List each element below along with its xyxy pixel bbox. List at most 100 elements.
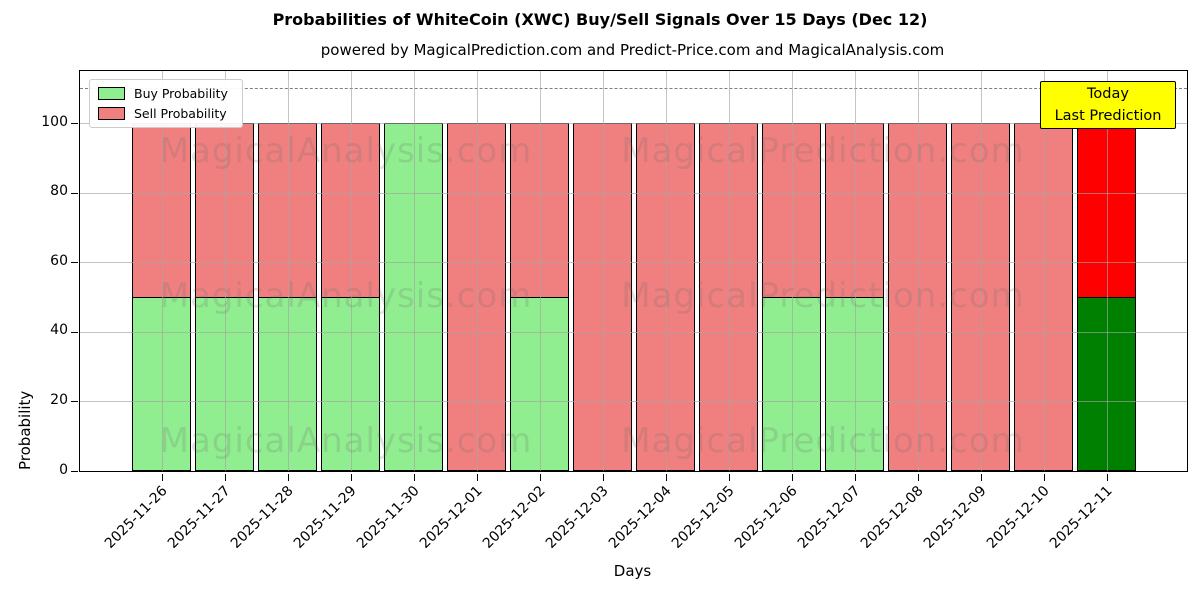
- x-tick-label-2025-12-11: 2025-12-11: [1046, 483, 1116, 552]
- bar-buy-segment-2025-12-07: [826, 296, 883, 470]
- y-axis-label: Probability: [16, 390, 34, 470]
- bar-2025-12-05: [699, 123, 758, 471]
- x-tick-2025-12-04: [665, 474, 667, 481]
- bar-buy-segment-2025-12-11: [1078, 296, 1135, 470]
- bar-2025-11-28: [258, 123, 317, 471]
- v-gridline-2025-12-09: [980, 71, 982, 471]
- watermark-text: MagicalPrediction.com: [621, 276, 1025, 316]
- sell-swatch: [98, 107, 125, 120]
- bar-2025-12-08: [888, 123, 947, 471]
- bars-layer: [80, 71, 1187, 471]
- x-tick-2025-12-05: [728, 474, 730, 481]
- v-gridline-2025-12-06: [791, 71, 793, 471]
- x-tick-2025-12-08: [917, 474, 919, 481]
- x-tick-2025-12-02: [539, 474, 541, 481]
- today-annotation: Today Last Prediction: [1040, 81, 1176, 129]
- h-gridline-100: [80, 123, 1187, 125]
- x-tick-label-2025-12-01: 2025-12-01: [416, 483, 486, 552]
- y-tick-40: [71, 331, 78, 333]
- x-axis-label: Days: [613, 562, 652, 580]
- legend-buy-label: Buy Probability: [134, 86, 228, 101]
- bar-2025-12-11: [1077, 123, 1136, 471]
- x-tick-label-2025-12-05: 2025-12-05: [668, 483, 738, 552]
- legend-item-buy: Buy Probability: [98, 86, 228, 101]
- y-tick-label-80: 80: [50, 183, 68, 200]
- bar-2025-12-02: [510, 123, 569, 471]
- bar-buy-segment-2025-12-06: [763, 296, 820, 470]
- v-gridline-2025-12-07: [854, 71, 856, 471]
- v-gridline-2025-12-05: [728, 71, 730, 471]
- bar-buy-segment-2025-11-29: [322, 296, 379, 470]
- bar-buy-segment-2025-12-02: [511, 296, 568, 470]
- y-tick-label-40: 40: [50, 322, 68, 339]
- y-tick-20: [71, 401, 78, 403]
- today-annotation-line2: Last Prediction: [1054, 108, 1162, 124]
- v-gridline-2025-11-30: [413, 71, 415, 471]
- watermark-text: MagicalPrediction.com: [621, 131, 1025, 171]
- y-tick-label-20: 20: [50, 391, 68, 408]
- h-gridline-60: [80, 262, 1187, 264]
- plot-area: MagicalAnalysis.com MagicalPrediction.com…: [41, 70, 1188, 552]
- watermark-text: MagicalAnalysis.com: [159, 131, 533, 171]
- y-tick-80: [71, 192, 78, 194]
- x-tick-label-2025-12-04: 2025-12-04: [605, 483, 675, 552]
- bar-2025-11-26: [132, 123, 191, 471]
- x-tick-2025-12-01: [476, 474, 478, 481]
- bar-2025-12-07: [825, 123, 884, 471]
- bar-2025-12-04: [636, 123, 695, 471]
- x-tick-label-2025-11-30: 2025-11-30: [353, 483, 423, 552]
- x-tick-label-2025-12-07: 2025-12-07: [794, 483, 864, 552]
- v-gridline-2025-12-02: [539, 71, 541, 471]
- legend-sell-label: Sell Probability: [134, 106, 227, 121]
- watermark-text: MagicalAnalysis.com: [159, 421, 533, 461]
- grid-layer: [80, 71, 1187, 471]
- x-tick-2025-12-03: [602, 474, 604, 481]
- y-tick-label-100: 100: [41, 113, 68, 130]
- x-tick-2025-11-26: [161, 474, 163, 481]
- threshold-dashed-line: [80, 88, 1187, 90]
- x-tick-2025-12-09: [980, 474, 982, 481]
- x-tick-2025-11-30: [413, 474, 415, 481]
- x-tick-2025-12-11: [1106, 474, 1108, 481]
- legend: Buy Probability Sell Probability: [89, 79, 243, 128]
- v-gridline-2025-11-26: [161, 71, 163, 471]
- x-tick-2025-12-06: [791, 474, 793, 481]
- h-gridline-40: [80, 331, 1187, 333]
- x-tick-2025-11-28: [287, 474, 289, 481]
- v-gridline-2025-12-08: [917, 71, 919, 471]
- v-gridline-2025-12-04: [665, 71, 667, 471]
- chart-subtitle: powered by MagicalPrediction.com and Pre…: [320, 41, 945, 59]
- x-tick-2025-11-27: [224, 474, 226, 481]
- v-gridline-2025-12-03: [602, 71, 604, 471]
- v-gridline-2025-11-29: [350, 71, 352, 471]
- bar-2025-12-06: [762, 123, 821, 471]
- chart-title: Probabilities of WhiteCoin (XWC) Buy/Sel…: [272, 10, 928, 29]
- watermark-text: MagicalAnalysis.com: [159, 276, 533, 316]
- watermark-layer: MagicalAnalysis.com MagicalPrediction.com…: [80, 71, 1187, 471]
- bar-2025-12-10: [1014, 123, 1073, 471]
- x-tick-2025-11-29: [350, 474, 352, 481]
- x-tick-label-2025-11-26: 2025-11-26: [101, 483, 171, 552]
- x-tick-label-2025-12-06: 2025-12-06: [731, 483, 801, 552]
- v-gridline-2025-11-28: [287, 71, 289, 471]
- bar-buy-segment-2025-11-28: [259, 296, 316, 470]
- x-tick-label-2025-12-08: 2025-12-08: [857, 483, 927, 552]
- buy-swatch: [98, 87, 125, 100]
- bar-2025-11-27: [195, 123, 254, 471]
- y-tick-60: [71, 262, 78, 264]
- bar-2025-12-03: [573, 123, 632, 471]
- x-tick-2025-12-07: [854, 474, 856, 481]
- y-tick-label-0: 0: [59, 461, 68, 478]
- bar-2025-12-09: [951, 123, 1010, 471]
- bar-2025-11-30: [384, 123, 443, 471]
- v-gridline-2025-12-01: [476, 71, 478, 471]
- x-tick-label-2025-12-09: 2025-12-09: [920, 483, 990, 552]
- x-tick-label-2025-12-02: 2025-12-02: [479, 483, 549, 552]
- x-tick-label-2025-12-03: 2025-12-03: [542, 483, 612, 552]
- x-tick-label-2025-11-29: 2025-11-29: [290, 483, 360, 552]
- today-annotation-line1: Today: [1087, 86, 1129, 102]
- legend-item-sell: Sell Probability: [98, 106, 228, 121]
- y-tick-label-60: 60: [50, 252, 68, 269]
- h-gridline-80: [80, 192, 1187, 194]
